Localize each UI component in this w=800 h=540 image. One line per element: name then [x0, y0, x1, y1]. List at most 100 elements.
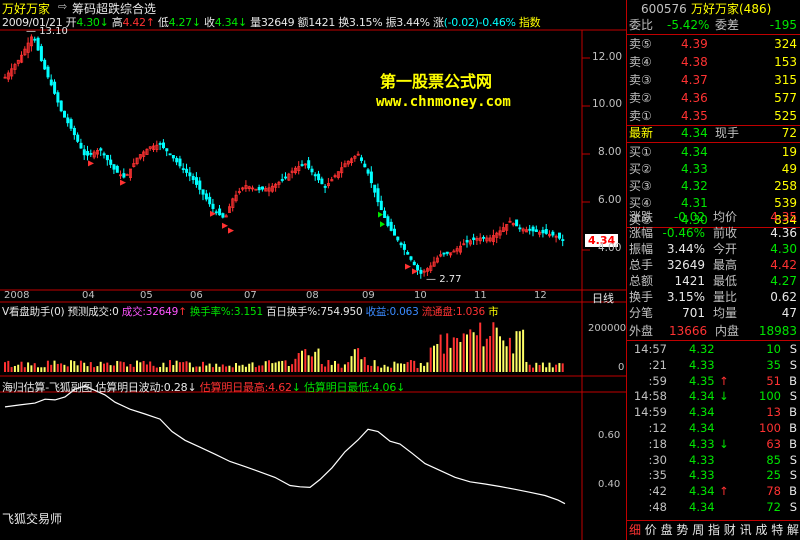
ask-row[interactable]: 卖① 4.35 525 — [627, 107, 800, 125]
tick-time: :30 — [648, 452, 667, 467]
tick-volume: 35 — [766, 357, 781, 372]
volume-bar — [182, 362, 185, 372]
candle-body — [198, 180, 202, 190]
volume-bar — [324, 366, 327, 372]
candle-body — [135, 157, 139, 164]
bottom-tab[interactable]: 特 — [771, 523, 784, 537]
candle — [43, 58, 47, 70]
bottom-tab[interactable]: 盘 — [660, 523, 673, 537]
bid-row[interactable]: 买④ 4.31 539 — [627, 194, 800, 212]
bottom-tab[interactable]: 财 — [723, 523, 736, 537]
bid-row[interactable]: 买② 4.33 49 — [627, 160, 800, 178]
bid-row[interactable]: 买① 4.34 19 — [627, 143, 800, 161]
bottom-tab[interactable]: 指 — [708, 523, 721, 537]
tick-arrow-icon: ↑ — [719, 484, 729, 499]
bottom-tab[interactable]: 解 — [787, 523, 800, 537]
bottom-tab[interactable]: 势 — [676, 523, 689, 537]
bottom-tab[interactable]: 成 — [755, 523, 768, 537]
formula-name[interactable]: 筹码超跌综合选 — [72, 2, 157, 16]
ask-label: 卖⑤ — [629, 37, 652, 51]
volume-bar — [188, 362, 191, 372]
bottom-tab[interactable]: 周 — [692, 523, 705, 537]
tick-time: :42 — [648, 484, 667, 499]
volume-bar — [495, 327, 498, 372]
ask-row[interactable]: 卖⑤ 4.39 324 — [627, 35, 800, 53]
volume-bar — [409, 360, 412, 372]
change-value: (-0.02)-0.46% — [443, 16, 516, 29]
candle — [145, 148, 149, 155]
candle-body — [92, 151, 96, 158]
stat-label: 涨幅 — [629, 226, 654, 240]
bid-label: 买④ — [629, 196, 652, 210]
ask-row[interactable]: 卖② 4.36 577 — [627, 89, 800, 107]
candle-body — [102, 153, 106, 156]
stat-label: 分笔 — [629, 306, 654, 320]
tick-row: 14:59 4.34 13 B — [627, 405, 800, 420]
bottom-tab[interactable]: 讯 — [739, 523, 752, 537]
date-tick: 05 — [140, 290, 153, 301]
ask-row[interactable]: 卖④ 4.38 153 — [627, 53, 800, 71]
candle-body — [350, 158, 354, 164]
volume-bar — [63, 364, 66, 372]
period-button[interactable]: 日线 — [592, 292, 614, 305]
candle-body — [525, 229, 529, 233]
candle-body — [307, 160, 311, 169]
tick-volume: 51 — [766, 373, 781, 388]
volume-bar — [340, 367, 343, 372]
candle — [462, 239, 466, 246]
volume-bar — [350, 356, 353, 372]
stat-row: 振幅 3.44% 今开 4.30 — [627, 240, 800, 258]
indicator-title[interactable]: 海归估算-飞狐副图 — [2, 381, 93, 394]
high-est-label: 估算明日最高:4.62 — [199, 381, 292, 394]
candle — [445, 251, 449, 256]
chart-area[interactable] — [0, 0, 626, 540]
candle-body — [323, 185, 327, 188]
tick-price: 4.34 — [689, 421, 715, 435]
candle — [79, 138, 83, 149]
volume-bar — [370, 365, 373, 372]
tick-price: 4.33 — [689, 452, 715, 467]
candle-body — [518, 227, 522, 230]
high-label: 高 — [111, 16, 123, 29]
divider — [627, 125, 800, 126]
volume-bar — [109, 365, 112, 372]
volume-bar — [235, 363, 237, 372]
candle — [99, 147, 103, 156]
index-button[interactable]: 指数 — [518, 16, 541, 29]
bid-row[interactable]: 买⑤ 4.30 834 — [627, 211, 800, 229]
tick-side: S — [789, 468, 797, 483]
forecast-label: 预测成交:0 — [67, 306, 119, 318]
volume-bar — [208, 363, 211, 372]
candle-body — [432, 261, 436, 267]
volume-bar — [149, 361, 152, 372]
ask-row[interactable]: 卖③ 4.37 315 — [627, 71, 800, 89]
candle-body — [218, 208, 222, 216]
volume-bar — [317, 348, 320, 372]
candle — [548, 230, 552, 238]
volume-bar — [93, 367, 96, 372]
volume-bar — [489, 336, 492, 372]
signal-markers — [88, 160, 418, 275]
candle — [161, 139, 165, 150]
bid-row[interactable]: 买③ 4.32 258 — [627, 177, 800, 195]
volume-bar — [390, 367, 393, 372]
bottom-tab[interactable]: 价 — [644, 523, 657, 537]
candle-body — [485, 237, 489, 242]
weibi-label: 委比 — [629, 18, 654, 32]
volume-panel-title[interactable]: V看盘助手(0) — [2, 306, 65, 318]
volume-bar — [376, 366, 379, 372]
candle-body — [458, 245, 462, 253]
volume-bar — [274, 362, 277, 372]
candle — [204, 189, 208, 202]
bottom-tab[interactable]: 细 — [629, 523, 642, 537]
volume-bar — [347, 362, 350, 372]
candle-body — [383, 210, 387, 218]
volume-bar — [446, 333, 449, 372]
candle-body — [119, 174, 123, 177]
candle — [468, 239, 472, 247]
candle — [485, 235, 489, 244]
amount-value: 1421 — [308, 16, 336, 29]
tick-price: 4.34 — [689, 500, 715, 514]
candle-body — [359, 157, 363, 161]
volume-bar — [4, 362, 6, 372]
